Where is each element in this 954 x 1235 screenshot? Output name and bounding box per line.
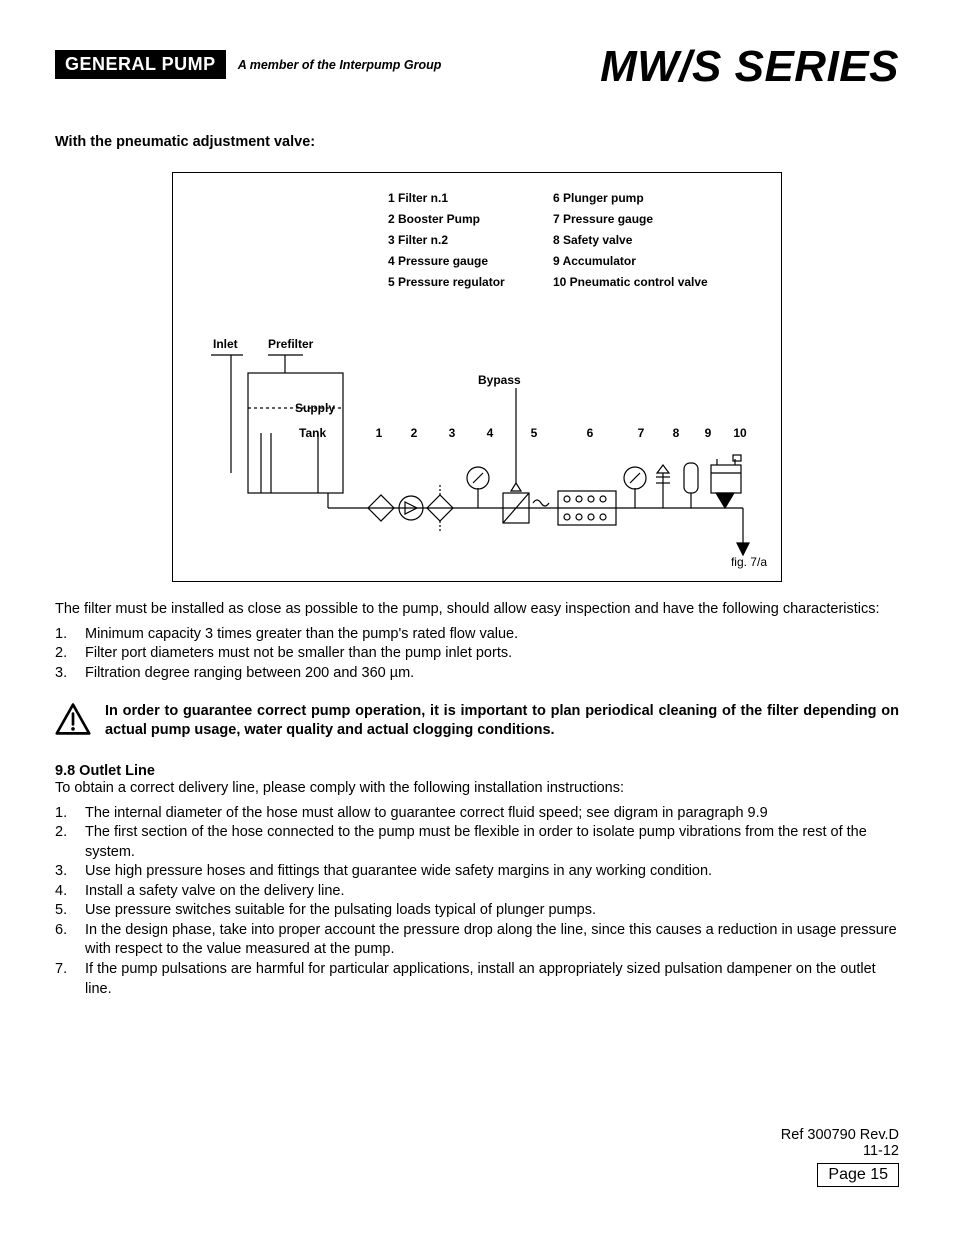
warning-text: In order to guarantee correct pump opera… xyxy=(105,702,899,741)
section-title: With the pneumatic adjustment valve: xyxy=(55,134,899,150)
series-title: MW/S SERIES xyxy=(600,42,899,92)
figure-label: fig. 7/a xyxy=(731,555,767,569)
list-item: Filtration degree ranging between 200 an… xyxy=(85,664,414,684)
warning-icon xyxy=(55,702,91,736)
schematic-diagram: 1 Filter n.1 2 Booster Pump 3 Filter n.2… xyxy=(172,172,782,582)
footer-date: 11-12 xyxy=(781,1143,899,1159)
list-item: The first section of the hose connected … xyxy=(85,823,899,862)
list-item: Install a safety valve on the delivery l… xyxy=(85,882,345,902)
list-item: Use pressure switches suitable for the p… xyxy=(85,901,596,921)
footer: Ref 300790 Rev.D 11-12 Page 15 xyxy=(781,1127,899,1187)
brand-badge: GENERAL PUMP xyxy=(55,50,226,79)
list-item: Minimum capacity 3 times greater than th… xyxy=(85,625,518,645)
outlet-list: 1.The internal diameter of the hose must… xyxy=(55,804,899,1000)
filter-paragraph: The filter must be installed as close as… xyxy=(55,600,899,619)
list-item: If the pump pulsations are harmful for p… xyxy=(85,960,899,999)
list-item: The internal diameter of the hose must a… xyxy=(85,804,768,824)
outlet-heading: 9.8 Outlet Line xyxy=(55,763,899,779)
list-item: Use high pressure hoses and fittings tha… xyxy=(85,862,712,882)
page-number: Page 15 xyxy=(817,1163,899,1187)
list-item: In the design phase, take into proper ac… xyxy=(85,921,899,960)
outlet-intro: To obtain a correct delivery line, pleas… xyxy=(55,779,899,798)
filter-list: 1.Minimum capacity 3 times greater than … xyxy=(55,625,899,684)
list-item: Filter port diameters must not be smalle… xyxy=(85,644,512,664)
footer-ref: Ref 300790 Rev.D xyxy=(781,1127,899,1143)
warning-block: In order to guarantee correct pump opera… xyxy=(55,702,899,741)
tagline: A member of the Interpump Group xyxy=(238,58,442,72)
schematic-svg xyxy=(173,173,783,583)
